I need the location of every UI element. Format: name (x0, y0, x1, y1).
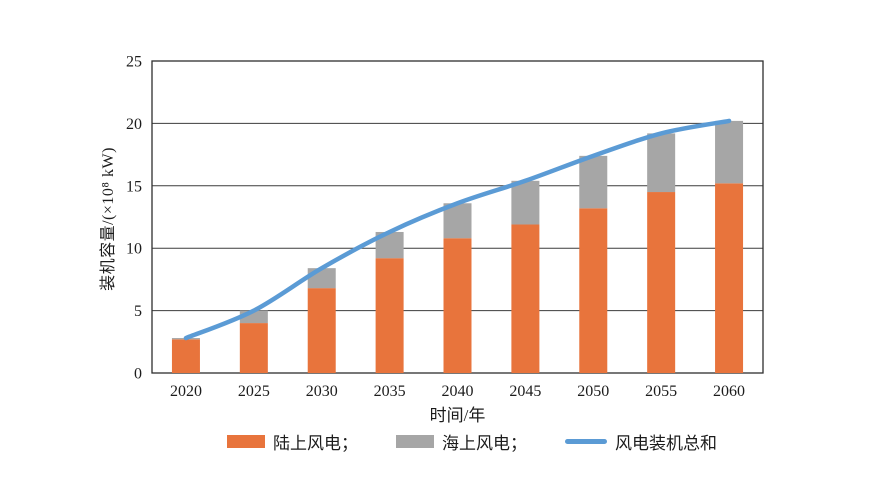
total-capacity-line (183, 118, 732, 341)
bar-offshore-2050 (579, 155, 608, 209)
bar-onshore-2030 (307, 288, 336, 373)
x-tick-label-2060: 2060 (713, 383, 745, 400)
bar-onshore-2025 (239, 323, 268, 373)
legend-label-offshore: 海上风电； (442, 434, 527, 453)
legend-item-total: 风电装机总和 (565, 429, 717, 454)
y-tick-label-5: 5 (134, 303, 142, 320)
offshore-swatch-icon (396, 435, 434, 448)
legend-item-offshore: 海上风电； (396, 429, 527, 454)
bar-onshore-2060 (715, 183, 744, 373)
x-tick-label-2045: 2045 (509, 383, 541, 400)
legend-label-total: 风电装机总和 (615, 434, 717, 453)
legend-label-onshore: 陆上风电； (273, 434, 358, 453)
legend: 陆上风电； 海上风电； 风电装机总和 (152, 429, 792, 454)
bar-offshore-2030 (307, 268, 336, 289)
y-tick-label-10: 10 (126, 241, 142, 258)
legend-item-onshore: 陆上风电； (227, 429, 358, 454)
bar-onshore-2040 (443, 238, 472, 373)
bar-onshore-2050 (579, 208, 608, 373)
x-tick-label-2025: 2025 (238, 383, 270, 400)
x-tick-label-2055: 2055 (645, 383, 677, 400)
y-axis-title: 装机容量/(×10⁸ kW) (100, 147, 117, 291)
bar-onshore-2055 (647, 192, 676, 373)
y-tick-label-15: 15 (126, 178, 142, 195)
onshore-swatch-icon (227, 435, 265, 448)
bar-onshore-2020 (171, 339, 200, 373)
x-tick-label-2035: 2035 (374, 383, 406, 400)
x-axis-title: 时间/年 (429, 406, 486, 425)
x-tick-label-2050: 2050 (577, 383, 609, 400)
bar-onshore-2045 (511, 224, 540, 373)
bar-offshore-2060 (715, 120, 744, 184)
y-tick-label-0: 0 (134, 366, 142, 383)
total-line-swatch-icon (565, 439, 607, 444)
x-tick-label-2030: 2030 (306, 383, 338, 400)
bar-offshore-2055 (647, 133, 676, 193)
bar-onshore-2035 (375, 258, 404, 373)
bar-offshore-2045 (511, 180, 540, 225)
y-tick-label-25: 25 (126, 54, 142, 71)
x-tick-label-2020: 2020 (170, 383, 202, 400)
y-tick-label-20: 20 (126, 116, 142, 133)
x-tick-label-2040: 2040 (442, 383, 474, 400)
